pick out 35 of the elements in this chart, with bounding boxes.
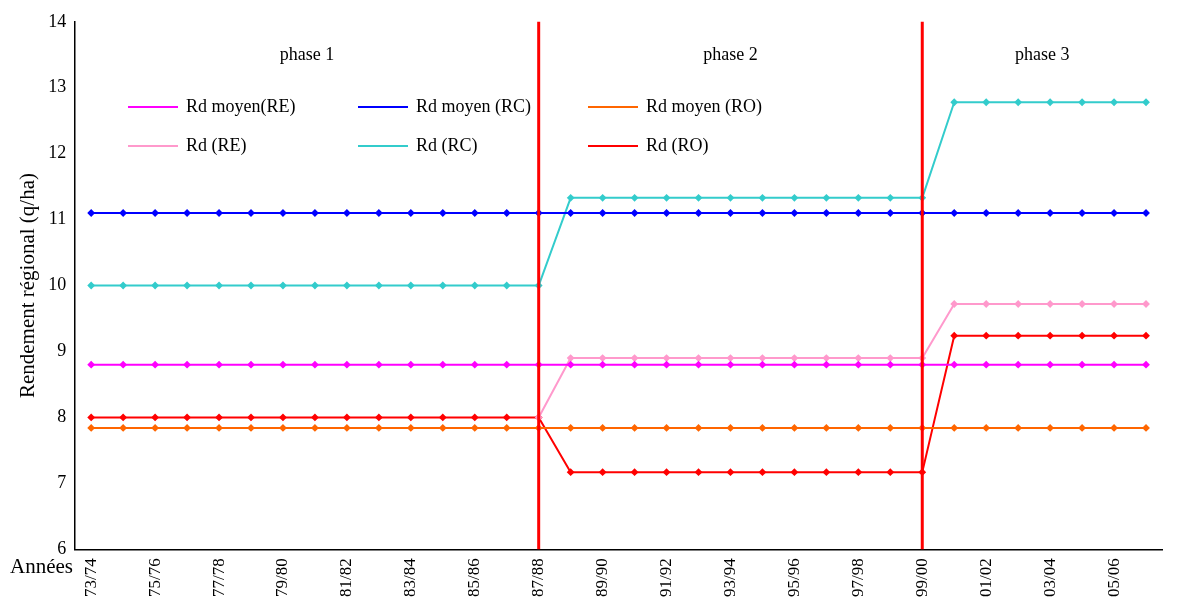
- y-tick-label: 14: [48, 10, 67, 31]
- y-tick-label: 10: [48, 274, 67, 295]
- x-tick-label: 93/94: [719, 557, 739, 598]
- x-tick-label: 87/88: [528, 558, 548, 598]
- annotation: phase 3: [1014, 43, 1070, 64]
- x-tick-label: 77/78: [208, 558, 228, 598]
- x-tick-label: 01/02: [975, 558, 995, 598]
- y-tick-label: 12: [48, 142, 67, 163]
- y-axis-title: Rendement régional (q/ha): [15, 172, 40, 399]
- x-tick-label: 75/76: [144, 558, 164, 598]
- x-tick-label: 97/98: [847, 558, 867, 598]
- legend-label: Rd moyen (RO): [646, 96, 762, 117]
- y-tick-label: 13: [48, 76, 67, 97]
- x-tick-label: 95/96: [783, 558, 803, 598]
- x-tick-label: 05/06: [1103, 558, 1123, 598]
- x-tick-label: 89/90: [592, 558, 612, 598]
- annotation: phase 2: [703, 43, 758, 64]
- legend-label: Rd (RC): [416, 135, 478, 156]
- y-tick-label: 8: [57, 406, 67, 427]
- legend-label: Rd (RE): [186, 135, 247, 156]
- legend-label: Rd (RO): [646, 135, 709, 156]
- y-tick-label: 9: [57, 340, 67, 361]
- legend-label: Rd moyen(RE): [186, 96, 296, 117]
- y-tick-label: 11: [48, 208, 67, 229]
- x-tick-label: 83/84: [400, 557, 420, 598]
- y-tick-label: 7: [57, 472, 67, 493]
- annotation: phase 1: [279, 43, 335, 64]
- x-tick-label: 03/04: [1039, 557, 1059, 598]
- legend-label: Rd moyen (RC): [416, 96, 531, 117]
- x-tick-label: 79/80: [272, 558, 292, 598]
- x-tick-label: 99/00: [911, 558, 931, 598]
- x-tick-label: 73/74: [80, 557, 100, 598]
- x-tick-label: 81/82: [336, 558, 356, 598]
- x-tick-label: 85/86: [464, 558, 484, 598]
- x-tick-label: 91/92: [656, 558, 676, 598]
